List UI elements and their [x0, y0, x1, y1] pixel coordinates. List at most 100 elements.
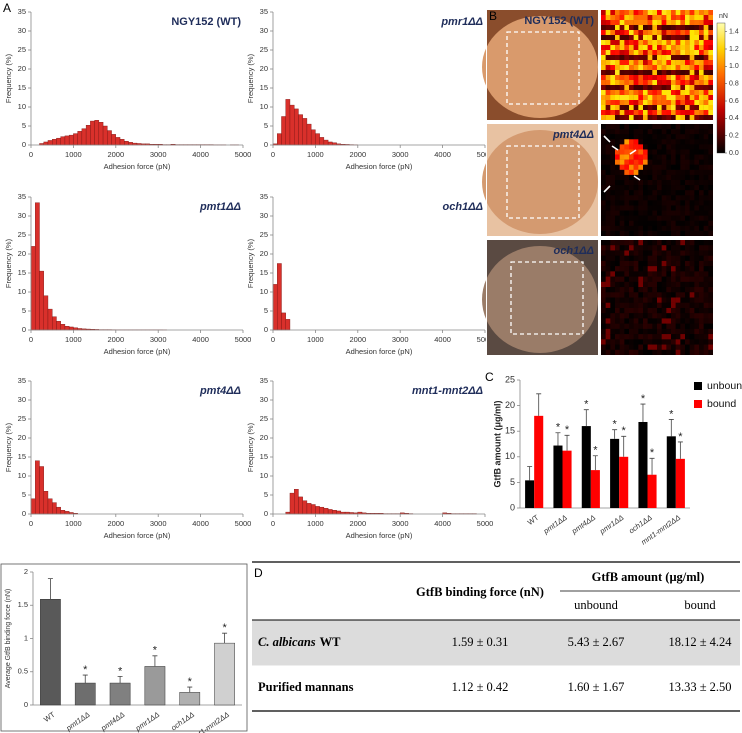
map-cell — [703, 200, 709, 206]
map-cell — [610, 271, 616, 277]
map-cell — [652, 45, 658, 51]
map-cell — [657, 344, 662, 350]
map-cell — [624, 344, 630, 350]
map-cell — [652, 220, 658, 227]
map-cell — [685, 318, 690, 324]
panel-border — [486, 9, 714, 121]
colorbar-unit: nN — [719, 13, 728, 20]
map-cell — [647, 344, 653, 350]
map-cell — [624, 174, 630, 181]
map-cell — [657, 318, 662, 324]
map-cell — [624, 105, 630, 111]
map-cell — [666, 220, 672, 227]
map-cell — [638, 80, 644, 86]
map-cell — [652, 35, 658, 41]
map-cell — [703, 180, 709, 186]
map-cell — [629, 250, 634, 256]
map-cell — [610, 110, 616, 116]
bar — [124, 140, 129, 146]
map-cell — [703, 339, 709, 345]
map-cell — [615, 225, 620, 232]
map-cell — [624, 159, 630, 165]
bar — [315, 133, 320, 146]
map-cell — [610, 245, 616, 251]
map-cell — [685, 200, 690, 206]
map-cell — [615, 230, 620, 237]
map-cell — [699, 180, 704, 186]
error-bar — [527, 466, 533, 481]
map-cell — [601, 129, 606, 135]
map-cell — [657, 205, 662, 211]
map-cell — [694, 271, 700, 277]
bar — [666, 436, 676, 508]
y-tick-label: 0 — [264, 140, 268, 149]
map-cell — [652, 90, 658, 96]
map-cell — [652, 292, 658, 298]
map-cell — [680, 276, 686, 283]
map-cell — [699, 149, 704, 155]
map-cell — [619, 190, 625, 196]
bar — [281, 116, 286, 146]
y-tick-label: 5 — [22, 306, 26, 315]
map-cell — [619, 220, 625, 227]
map-cell — [671, 45, 676, 51]
map-cell — [680, 110, 686, 116]
map-cell — [647, 50, 653, 56]
map-cell — [610, 190, 616, 196]
colorbar-tick-label: 0.0 — [729, 150, 739, 157]
map-cell — [638, 225, 644, 232]
map-cell — [661, 334, 667, 340]
map-cell — [605, 240, 611, 246]
y-tick-label: 5 — [264, 306, 268, 315]
map-cell — [610, 281, 616, 288]
map-cell — [624, 255, 630, 262]
map-cell — [647, 60, 653, 66]
map-cell — [680, 287, 686, 293]
map-cell — [666, 144, 672, 150]
map-cell — [601, 35, 606, 41]
map-cell — [699, 276, 704, 283]
map-cell — [661, 240, 667, 246]
map-cell — [647, 220, 653, 227]
map-cell — [624, 154, 630, 160]
map-cell — [657, 134, 662, 140]
map-cell — [629, 200, 634, 206]
map-cell — [629, 105, 634, 111]
cell-outline — [482, 246, 598, 353]
map-cell — [689, 349, 695, 356]
map-cell — [601, 245, 606, 251]
bar — [39, 270, 44, 331]
map-cell — [629, 349, 634, 356]
y-tick-label: 10 — [260, 287, 268, 296]
map-cell — [610, 85, 616, 91]
map-cell — [708, 266, 714, 272]
map-cell — [675, 185, 681, 191]
map-cell — [643, 174, 648, 181]
map-cell — [652, 30, 658, 36]
map-cell — [652, 159, 658, 165]
map-cell — [699, 75, 704, 81]
map-cell — [694, 124, 700, 130]
bar — [525, 480, 535, 508]
map-cell — [601, 10, 606, 16]
error-bar — [649, 457, 655, 475]
map-cell — [652, 185, 658, 191]
map-cell — [671, 15, 676, 21]
map-cell — [671, 80, 676, 86]
map-cell — [699, 334, 704, 340]
map-cell — [685, 205, 690, 211]
map-cell — [615, 180, 620, 186]
map-cell — [647, 271, 653, 277]
map-cell — [685, 169, 690, 176]
map-cell — [652, 271, 658, 277]
x-tick-label: 3000 — [150, 150, 167, 159]
map-cell — [624, 276, 630, 283]
bar — [119, 139, 125, 146]
map-cell — [652, 124, 658, 130]
chart-frame — [0, 563, 248, 732]
cell-outline — [482, 130, 598, 234]
map-cell — [708, 297, 714, 303]
map-cell — [601, 75, 606, 81]
map-cell — [699, 20, 704, 26]
map-cell — [638, 271, 644, 277]
